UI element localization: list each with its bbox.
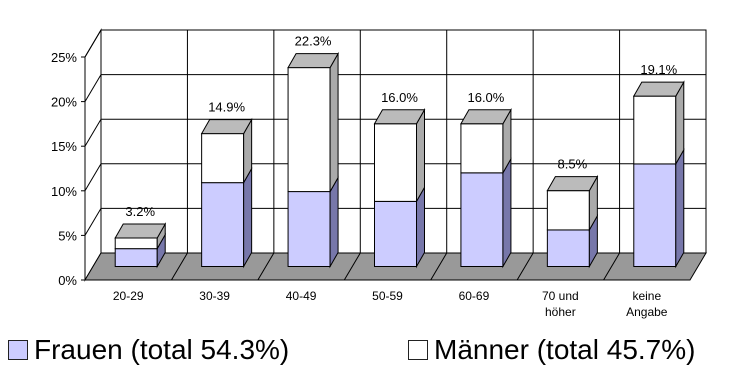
bar-top-face bbox=[288, 54, 338, 68]
bar-maenner bbox=[547, 191, 589, 230]
bar-top-face bbox=[375, 110, 425, 124]
bar-maenner bbox=[288, 68, 330, 192]
bar-top-face bbox=[202, 120, 252, 134]
bar-frauen bbox=[288, 192, 330, 267]
y-tick-label: 20% bbox=[51, 95, 77, 110]
data-label: 16.0% bbox=[467, 90, 504, 105]
x-tick-label: keine bbox=[632, 289, 661, 303]
bar-frauen bbox=[115, 249, 157, 267]
y-tick-label: 10% bbox=[51, 184, 77, 199]
legend-swatch-maenner bbox=[408, 340, 428, 360]
legend-label-frauen: Frauen (total 54.3%) bbox=[34, 334, 289, 366]
bar-frauen bbox=[202, 183, 244, 267]
x-tick-label: 70 und bbox=[542, 289, 579, 303]
bar-side-face bbox=[330, 54, 338, 192]
x-tick-label: 50-59 bbox=[372, 289, 403, 303]
bar-side-face bbox=[676, 150, 684, 267]
side-wall bbox=[85, 30, 101, 280]
y-tick-label: 15% bbox=[51, 139, 77, 154]
bar-maenner bbox=[375, 124, 417, 202]
x-tick-label: 20-29 bbox=[113, 289, 144, 303]
y-tick-label: 5% bbox=[58, 228, 77, 243]
bar-side-face bbox=[503, 159, 511, 267]
x-tick-label: 30-39 bbox=[199, 289, 230, 303]
legend-item-maenner: Männer (total 45.7%) bbox=[408, 330, 695, 370]
data-label: 3.2% bbox=[125, 204, 155, 219]
bar-frauen bbox=[634, 164, 676, 267]
bar-maenner bbox=[115, 238, 157, 249]
bar-side-face bbox=[330, 178, 338, 267]
data-label: 22.3% bbox=[295, 34, 332, 49]
bar-top-face bbox=[115, 224, 165, 238]
bar-maenner bbox=[202, 134, 244, 183]
bar-maenner bbox=[634, 96, 676, 164]
data-label: 16.0% bbox=[381, 90, 418, 105]
x-tick-label: höher bbox=[545, 305, 576, 319]
x-tick-label: 40-49 bbox=[286, 289, 317, 303]
x-tick-label: 60-69 bbox=[459, 289, 490, 303]
bar-top-face bbox=[634, 82, 684, 96]
bar-frauen bbox=[547, 230, 589, 267]
bar-side-face bbox=[417, 110, 425, 202]
bar-frauen bbox=[461, 173, 503, 267]
data-label: 19.1% bbox=[640, 62, 677, 77]
data-label: 14.9% bbox=[208, 100, 245, 115]
bar-frauen bbox=[375, 201, 417, 266]
bar-maenner bbox=[461, 124, 503, 173]
legend-swatch-frauen bbox=[8, 340, 28, 360]
stacked-bar-chart: 0% 5% 10% 15% 20% 25% 3.2% 20-29 14.9% 30-39 22.3%… bbox=[0, 0, 734, 325]
legend-label-maenner: Männer (total 45.7%) bbox=[434, 334, 695, 366]
bar-side-face bbox=[244, 169, 252, 267]
data-label: 8.5% bbox=[558, 157, 588, 172]
y-tick-label: 25% bbox=[51, 50, 77, 65]
bar-top-face bbox=[461, 110, 511, 124]
x-tick-label: Angabe bbox=[626, 305, 668, 319]
y-tick-label: 0% bbox=[58, 273, 77, 288]
bar-top-face bbox=[547, 177, 597, 191]
legend-item-frauen: Frauen (total 54.3%) bbox=[8, 330, 289, 370]
